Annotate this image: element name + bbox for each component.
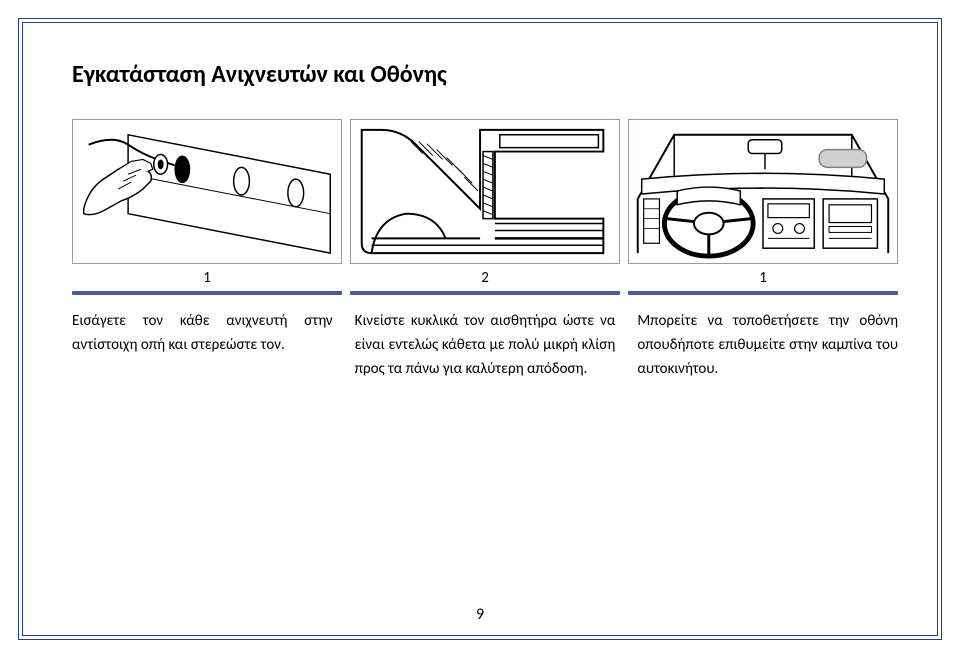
panel-label-row: 1 2 1 xyxy=(72,270,898,295)
page-content: Εγκατάσταση Ανιχνευτών και Οθόνης xyxy=(72,60,898,618)
panel-number: 2 xyxy=(481,269,489,287)
panel-number: 1 xyxy=(759,269,767,287)
caption-3: Μπορείτε να τοποθετήσετε την οθόνη οπουδ… xyxy=(637,309,898,381)
illustration-row xyxy=(72,119,898,264)
panel-label-1: 1 xyxy=(72,270,342,295)
panel-underline xyxy=(72,291,342,295)
page-number: 9 xyxy=(0,605,960,624)
panel-underline xyxy=(350,291,620,295)
illustration-panel-3 xyxy=(628,119,898,264)
illustration-car-sill xyxy=(351,120,619,263)
illustration-panel-2 xyxy=(350,119,620,264)
panel-label-2: 2 xyxy=(350,270,620,295)
panel-number: 1 xyxy=(203,269,211,287)
panel-label-3: 1 xyxy=(628,270,898,295)
panel-underline xyxy=(628,291,898,295)
caption-2: Κινείστε κυκλικά τον αισθητήρα ώστε να ε… xyxy=(355,309,616,381)
caption-row: Εισάγετε τον κάθε ανιχνευτή στην αντίστο… xyxy=(72,309,898,381)
illustration-dashboard xyxy=(629,120,897,263)
page-title: Εγκατάσταση Ανιχνευτών και Οθόνης xyxy=(72,60,898,89)
illustration-panel-1 xyxy=(72,119,342,264)
caption-1: Εισάγετε τον κάθε ανιχνευτή στην αντίστο… xyxy=(72,309,333,381)
illustration-sensor-insert xyxy=(73,120,341,263)
